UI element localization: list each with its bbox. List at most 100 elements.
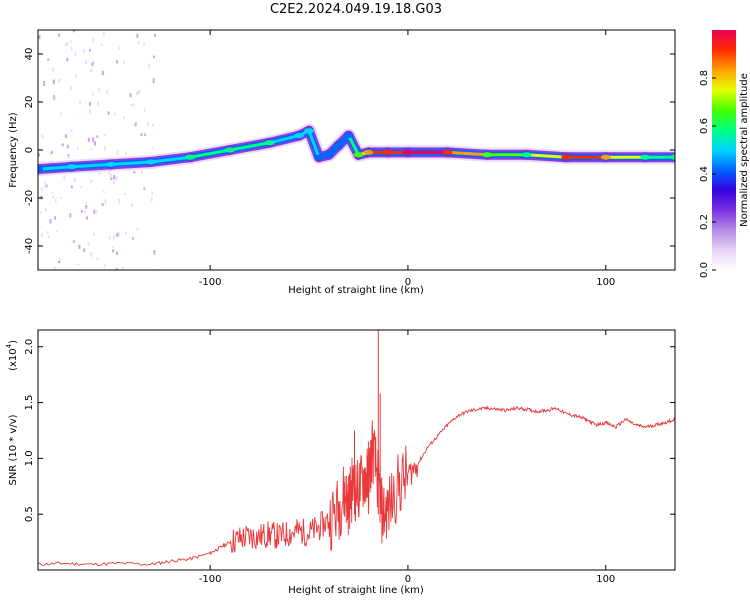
noise-point bbox=[92, 37, 95, 43]
noise-point bbox=[143, 42, 146, 46]
noise-point bbox=[108, 235, 111, 240]
noise-point bbox=[113, 234, 116, 240]
noise-point bbox=[77, 263, 80, 266]
noise-point bbox=[143, 187, 146, 190]
noise-point bbox=[70, 185, 73, 189]
noise-point bbox=[138, 89, 141, 94]
noise-point bbox=[116, 60, 118, 63]
noise-point bbox=[129, 93, 132, 98]
ridge-segment bbox=[446, 150, 489, 157]
y-tick-label: 0.5 bbox=[24, 506, 35, 522]
y-tick-label: 1.0 bbox=[24, 450, 35, 466]
noise-point bbox=[132, 103, 135, 107]
ridge-point bbox=[383, 149, 394, 155]
noise-point bbox=[137, 41, 140, 45]
noise-point bbox=[53, 266, 56, 270]
snr-multiplier: (x104) bbox=[5, 340, 19, 371]
snr-xlabel: Height of straight line (km) bbox=[288, 585, 424, 596]
noise-point bbox=[148, 63, 150, 68]
colorbar-ticks: 0.0 0.2 0.4 0.6 0.8 bbox=[699, 70, 716, 278]
noise-point bbox=[44, 208, 47, 212]
noise-point bbox=[116, 150, 119, 155]
snr-ylabel: SNR (10 * v/v) bbox=[8, 414, 19, 485]
noise-point bbox=[90, 138, 93, 141]
noise-point bbox=[58, 79, 61, 83]
ridge-segment bbox=[228, 141, 271, 152]
ridge-point bbox=[323, 152, 334, 158]
spectrogram-axes: -100 0 100 -40 -20 0 20 40 bbox=[24, 30, 675, 288]
noise-point bbox=[90, 179, 93, 184]
noise-point bbox=[43, 81, 46, 86]
noise-point bbox=[137, 90, 140, 95]
noise-point bbox=[65, 43, 67, 47]
noise-point bbox=[38, 153, 40, 157]
x-tick-label: 0 bbox=[405, 574, 411, 585]
noise-point bbox=[103, 146, 106, 151]
noise-point bbox=[131, 203, 134, 207]
noise-point bbox=[47, 58, 50, 61]
noise-point bbox=[46, 231, 49, 234]
noise-point bbox=[85, 201, 88, 204]
noise-point bbox=[89, 49, 91, 52]
ridge-point bbox=[363, 149, 374, 155]
y-tick-label: 2.0 bbox=[24, 339, 35, 355]
ridge-point bbox=[333, 142, 344, 148]
noise-point bbox=[51, 191, 54, 194]
noise-point bbox=[124, 151, 127, 155]
ridge-segment bbox=[347, 134, 360, 157]
ridge-point bbox=[521, 152, 532, 158]
ridge-point bbox=[106, 161, 117, 167]
noise-point bbox=[92, 137, 95, 142]
noise-point bbox=[143, 108, 146, 112]
noise-point bbox=[58, 33, 61, 37]
noise-point bbox=[111, 246, 114, 249]
noise-point bbox=[147, 121, 150, 126]
noise-point bbox=[69, 40, 72, 43]
noise-point bbox=[70, 129, 73, 132]
noise-point bbox=[144, 133, 147, 136]
ridge-point bbox=[313, 154, 324, 160]
ridge-segment bbox=[70, 162, 113, 169]
noise-point bbox=[52, 79, 55, 85]
x-tick-label: -100 bbox=[199, 277, 222, 288]
noise-point bbox=[68, 156, 71, 159]
noise-point bbox=[154, 268, 157, 270]
noise-point bbox=[136, 227, 139, 231]
ridge-segment bbox=[268, 134, 301, 145]
noise-point bbox=[110, 177, 113, 181]
noise-point bbox=[72, 240, 75, 243]
noise-point bbox=[134, 122, 137, 127]
noise-point bbox=[58, 258, 61, 263]
noise-point bbox=[70, 46, 73, 51]
noise-point bbox=[73, 30, 75, 33]
noise-point bbox=[151, 146, 154, 149]
noise-point bbox=[136, 33, 139, 38]
noise-point bbox=[60, 197, 63, 200]
spectrogram-ylabel: Frequency (Hz) bbox=[8, 112, 19, 188]
snr-axes: -100 0 100 0.5 1.0 1.5 2.0 bbox=[24, 330, 675, 585]
noise-point bbox=[152, 78, 155, 84]
noise-point bbox=[64, 134, 67, 139]
noise-point bbox=[93, 209, 96, 214]
snr-frame bbox=[37, 329, 676, 571]
noise-point bbox=[112, 249, 115, 253]
noise-point bbox=[107, 111, 110, 115]
noise-point bbox=[112, 181, 115, 184]
y-tick-label: 40 bbox=[24, 48, 35, 61]
noise-point bbox=[58, 261, 60, 264]
noise-point bbox=[115, 176, 118, 181]
noise-point bbox=[44, 185, 47, 189]
noise-point bbox=[125, 231, 127, 234]
ridge-segment bbox=[307, 129, 321, 159]
noise-point bbox=[152, 55, 155, 59]
y-tick-label: -40 bbox=[24, 238, 35, 254]
ridge-point bbox=[482, 152, 493, 158]
snr-panel: -100 0 100 0.5 1.0 1.5 2.0 Height of straight … bbox=[5, 329, 676, 596]
noise-point bbox=[92, 60, 95, 65]
noise-point bbox=[54, 198, 57, 203]
ridge-point bbox=[600, 154, 611, 160]
ridge-point bbox=[353, 152, 364, 158]
colorbar-tick-label: 0.0 bbox=[699, 262, 710, 278]
noise-point bbox=[152, 123, 155, 127]
snr-series-line bbox=[38, 405, 675, 567]
